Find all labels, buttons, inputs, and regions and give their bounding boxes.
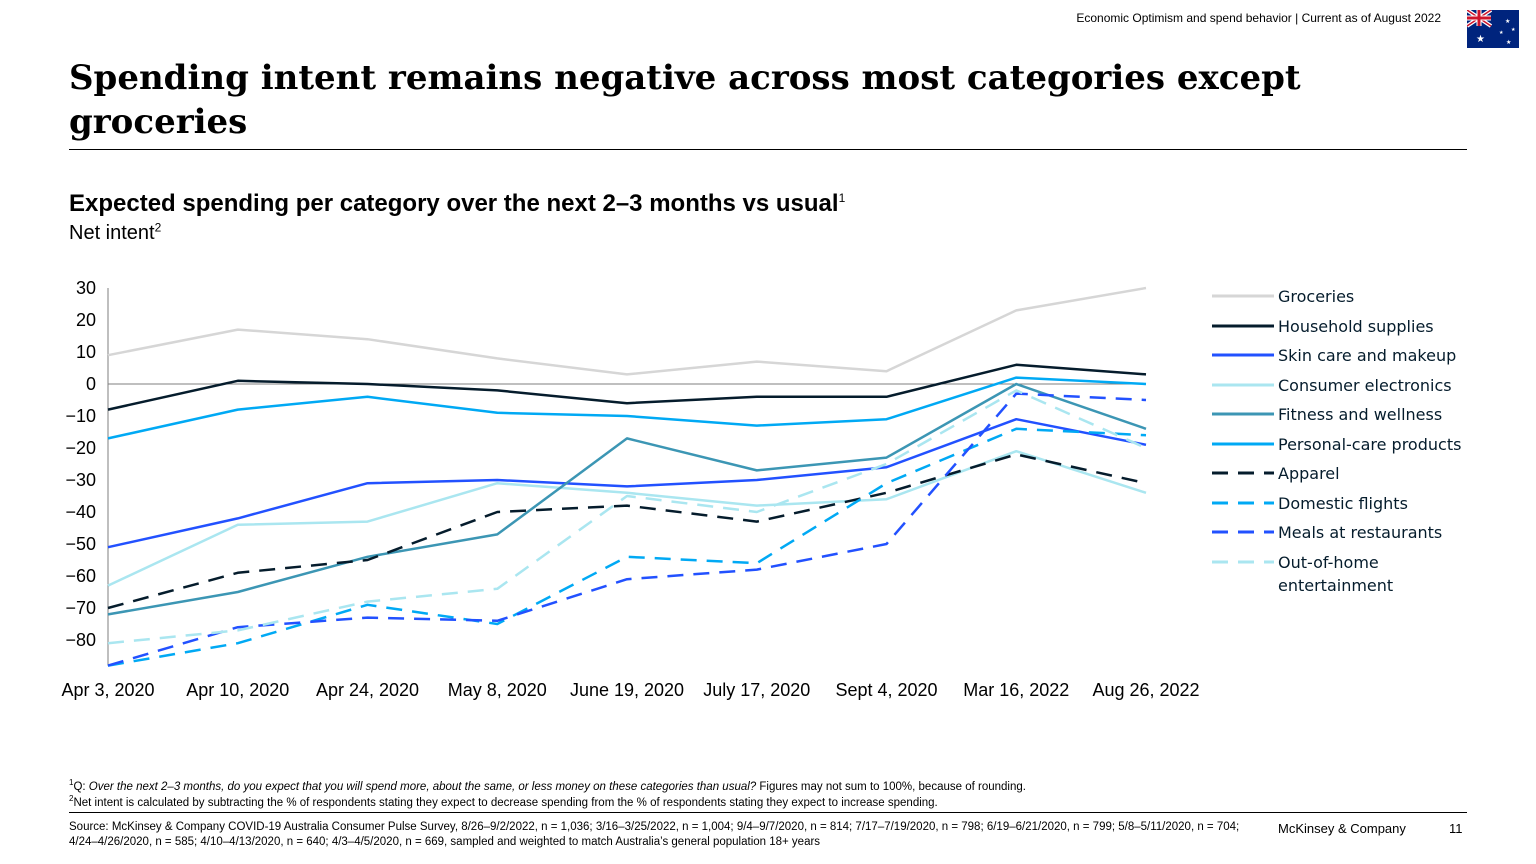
legend-swatch	[1212, 294, 1274, 298]
chart-legend: Groceries Household supplies Skin care and…	[1212, 285, 1512, 595]
x-tick-label: Aug 26, 2022	[1092, 680, 1199, 700]
brand-name: McKinsey & Company	[1278, 821, 1406, 836]
legend-label: Fitness and wellness	[1278, 405, 1443, 424]
source-note: Source: McKinsey & Company COVID-19 Aust…	[69, 821, 1240, 848]
legend-swatch	[1212, 353, 1274, 357]
legend-swatch	[1212, 412, 1274, 416]
footnotes: 1Q: Over the next 2–3 months, do you exp…	[69, 779, 1219, 811]
line-chart: 30 20 10 0 −10 −20 −30 −40 −50 −60 −70 −80 Apr 3, 20…	[61, 278, 1199, 700]
y-tick-label: −20	[65, 438, 96, 458]
footnote-2: 2Net intent is calculated by subtracting…	[69, 794, 938, 809]
legend-item: Apparel	[1212, 462, 1512, 492]
subtitle-footnote-marker: 1	[838, 191, 846, 205]
australia-flag-icon: ★ ★ ★ ★ ★	[1467, 10, 1519, 48]
legend-item: Consumer electronics	[1212, 374, 1512, 404]
series-line-out-of-home-entertainment	[107, 389, 1147, 645]
x-tick-label: June 19, 2020	[570, 680, 684, 700]
svg-text:★: ★	[1476, 34, 1485, 45]
series-line-meals-at-restaurants	[107, 392, 1147, 667]
legend-item: Household supplies	[1212, 315, 1512, 345]
x-tick-label: May 8, 2020	[448, 680, 547, 700]
subhead-footnote-marker: 2	[154, 220, 162, 235]
x-tick-label: Mar 16, 2022	[963, 680, 1069, 700]
series-line-skin-care-and-makeup	[107, 417, 1147, 549]
legend-item: Skin care and makeup	[1212, 344, 1512, 374]
x-tick-label: Apr 3, 2020	[61, 680, 154, 700]
page-number: 11	[1449, 821, 1463, 836]
legend-swatch	[1212, 560, 1274, 563]
legend-swatch	[1212, 530, 1274, 534]
footer-divider	[69, 812, 1467, 813]
legend-swatch	[1212, 501, 1274, 504]
legend-item: Domestic flights	[1212, 492, 1512, 522]
legend-label: Meals at restaurants	[1278, 523, 1443, 542]
series-line-groceries	[107, 286, 1147, 376]
legend-swatch	[1212, 471, 1274, 475]
series-line-household-supplies	[107, 363, 1147, 411]
legend-label: Apparel	[1278, 464, 1340, 483]
svg-text:★: ★	[1506, 39, 1511, 46]
y-tick-label: 30	[76, 278, 96, 298]
legend-swatch	[1212, 324, 1274, 327]
header-note: Economic Optimism and spend behavior | C…	[1076, 11, 1441, 25]
svg-text:★: ★	[1511, 27, 1516, 33]
x-tick-label: Sept 4, 2020	[835, 680, 937, 700]
series-line-personal-care-products	[107, 376, 1147, 440]
y-tick-label: 10	[76, 342, 96, 362]
legend-item: Fitness and wellness	[1212, 403, 1512, 433]
x-tick-label: Apr 24, 2020	[316, 680, 419, 700]
series-line-apparel	[107, 453, 1147, 610]
x-tick-label: Apr 10, 2020	[186, 680, 289, 700]
legend-label: Skin care and makeup	[1278, 346, 1457, 365]
y-tick-label: −60	[65, 566, 96, 586]
chart-unit-label: Net intent2	[69, 220, 162, 244]
legend-label: Household supplies	[1278, 316, 1434, 336]
legend-item: Meals at restaurants	[1212, 521, 1512, 551]
legend-item: Out-of-home entertainment	[1212, 551, 1512, 595]
page-title: Spending intent remains negative across …	[69, 58, 1301, 142]
y-tick-label: −70	[65, 598, 96, 618]
series-line-domestic-flights	[107, 427, 1147, 667]
series-line-fitness-and-wellness	[107, 382, 1147, 616]
legend-label: Personal-care products	[1278, 434, 1462, 454]
title-divider	[69, 149, 1467, 150]
legend-label: Out-of-home entertainment	[1278, 552, 1394, 595]
legend-item: Groceries	[1212, 285, 1512, 315]
svg-text:★: ★	[1499, 30, 1504, 36]
legend-swatch	[1212, 383, 1274, 386]
legend-item: Personal-care products	[1212, 433, 1512, 463]
legend-label: Domestic flights	[1278, 493, 1408, 513]
legend-label: Consumer electronics	[1278, 375, 1452, 395]
y-tick-label: 20	[76, 310, 96, 330]
legend-swatch	[1212, 442, 1274, 445]
footnote-1: 1Q: Over the next 2–3 months, do you exp…	[69, 778, 1026, 793]
y-tick-label: −10	[65, 406, 96, 426]
svg-text:★: ★	[1505, 18, 1510, 25]
series-line-consumer-electronics	[107, 449, 1147, 587]
y-tick-label: −40	[65, 502, 96, 522]
y-tick-label: 0	[86, 374, 96, 394]
y-tick-label: −80	[65, 630, 96, 650]
y-tick-label: −50	[65, 534, 96, 554]
x-tick-label: July 17, 2020	[703, 680, 810, 700]
chart-subtitle: Expected spending per category over the …	[69, 190, 846, 217]
y-tick-label: −30	[65, 470, 96, 490]
legend-label: Groceries	[1278, 287, 1355, 306]
